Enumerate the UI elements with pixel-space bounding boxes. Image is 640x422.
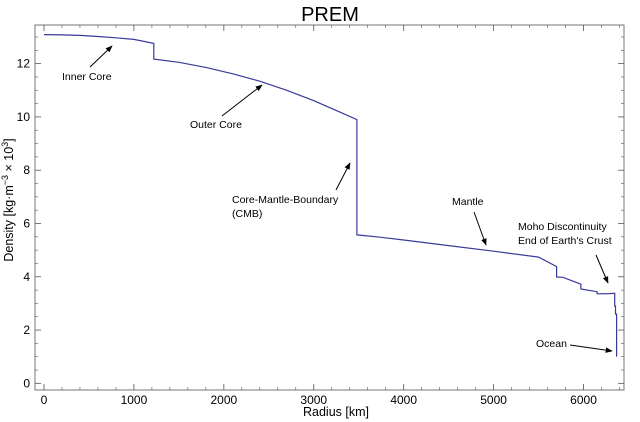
y-tick-label: 4 bbox=[23, 270, 30, 284]
annotation-label-line: Moho Discontinuity bbox=[518, 221, 607, 233]
y-axis-label-exp2: 3 bbox=[0, 142, 10, 147]
series-layer bbox=[43, 34, 618, 357]
annotation: Core-Mantle-Boundary (CMB) bbox=[232, 162, 351, 220]
x-tick-label: 5000 bbox=[480, 393, 507, 407]
annotation-label: Outer Core bbox=[190, 119, 242, 131]
annotation-arrow bbox=[569, 344, 613, 353]
x-axis: 0 1000 2000 3000 4000 5000 6000 bbox=[41, 25, 620, 407]
annotation-arrow bbox=[89, 45, 113, 68]
x-tick-label: 0 bbox=[41, 393, 48, 407]
y-axis-label-mid: × 10 bbox=[2, 147, 16, 175]
x-tick-label: 2000 bbox=[210, 393, 237, 407]
y-tick-label: 2 bbox=[23, 323, 30, 337]
annotation-label: Ocean bbox=[536, 338, 567, 350]
annotation-label-line: Outer Core bbox=[190, 119, 242, 131]
y-axis-label-exp1: −3 bbox=[0, 175, 10, 185]
annotation-arrow bbox=[473, 211, 487, 246]
annotation-label: Inner Core bbox=[62, 71, 112, 83]
y-tick-label: 10 bbox=[17, 110, 31, 124]
y-axis: 0 2 4 6 8 10 12 bbox=[17, 36, 624, 390]
plot-frame bbox=[34, 24, 625, 391]
annotation-arrow bbox=[595, 254, 609, 284]
annotation-label-line: Mantle bbox=[452, 196, 484, 208]
plot-border bbox=[34, 24, 625, 391]
density-line bbox=[43, 34, 618, 357]
annotation-label-line: Core-Mantle-Boundary bbox=[232, 194, 339, 206]
annotation-label-line: Ocean bbox=[536, 338, 567, 350]
annotation-label-line: Inner Core bbox=[62, 71, 112, 83]
annotation-layer: Inner Core Outer Core Core-Mantle-Boundary… bbox=[62, 45, 613, 353]
annotation-label-line: (CMB) bbox=[232, 208, 262, 220]
annotation-label-line: End of Earth's Crust bbox=[518, 235, 612, 247]
y-axis-label: Density [kg·m−3 × 103] bbox=[0, 138, 16, 261]
y-axis-label-main: Density [kg·m bbox=[2, 185, 16, 261]
annotation: Inner Core bbox=[62, 45, 113, 83]
y-tick-label: 8 bbox=[23, 163, 30, 177]
x-axis-label: Radius [km] bbox=[303, 405, 369, 419]
annotation-arrow bbox=[335, 162, 351, 191]
y-tick-label: 6 bbox=[23, 216, 30, 230]
x-tick-label: 1000 bbox=[121, 393, 148, 407]
x-tick-label: 4000 bbox=[390, 393, 417, 407]
annotation: Outer Core bbox=[190, 84, 263, 131]
annotation-label: Moho Discontinuity End of Earth's Crust bbox=[518, 221, 612, 247]
annotation-arrow bbox=[221, 84, 263, 117]
chart-title: PREM bbox=[301, 4, 359, 26]
annotation: Ocean bbox=[536, 338, 613, 353]
y-axis-label-end: ] bbox=[2, 138, 16, 141]
annotation: Moho Discontinuity End of Earth's Crust bbox=[518, 221, 612, 284]
x-tick-label: 3000 bbox=[300, 393, 327, 407]
y-tick-label: 12 bbox=[17, 57, 31, 71]
annotation-label: Core-Mantle-Boundary (CMB) bbox=[232, 194, 339, 220]
x-tick-label: 6000 bbox=[570, 393, 597, 407]
annotation-label: Mantle bbox=[452, 196, 484, 208]
annotation: Mantle bbox=[452, 196, 487, 246]
y-tick-label: 0 bbox=[23, 376, 30, 390]
